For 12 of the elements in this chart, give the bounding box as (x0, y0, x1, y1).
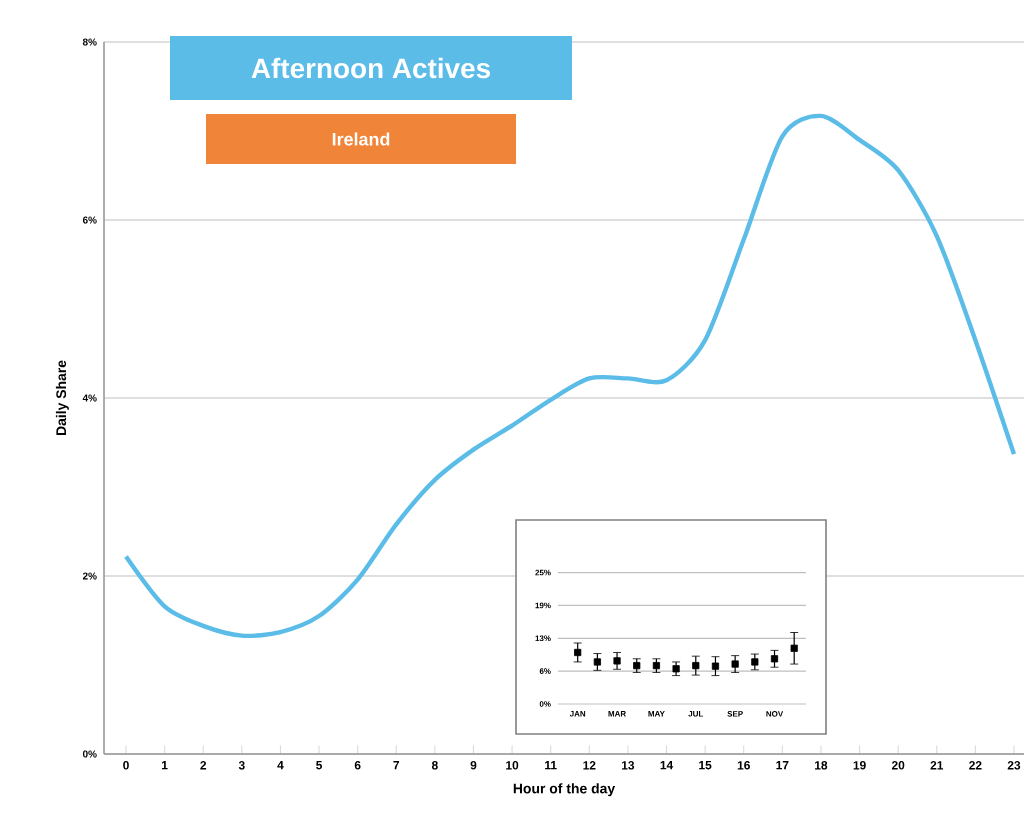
point (692, 662, 700, 670)
chart-title: Afternoon Actives (251, 57, 490, 79)
point (593, 658, 601, 666)
point (574, 648, 582, 657)
point (711, 662, 720, 670)
point (751, 658, 759, 666)
text: Ireland (332, 132, 390, 146)
point (770, 655, 779, 663)
line-series (123, 113, 1017, 638)
point (790, 644, 798, 652)
point (731, 660, 739, 668)
point (613, 657, 621, 665)
